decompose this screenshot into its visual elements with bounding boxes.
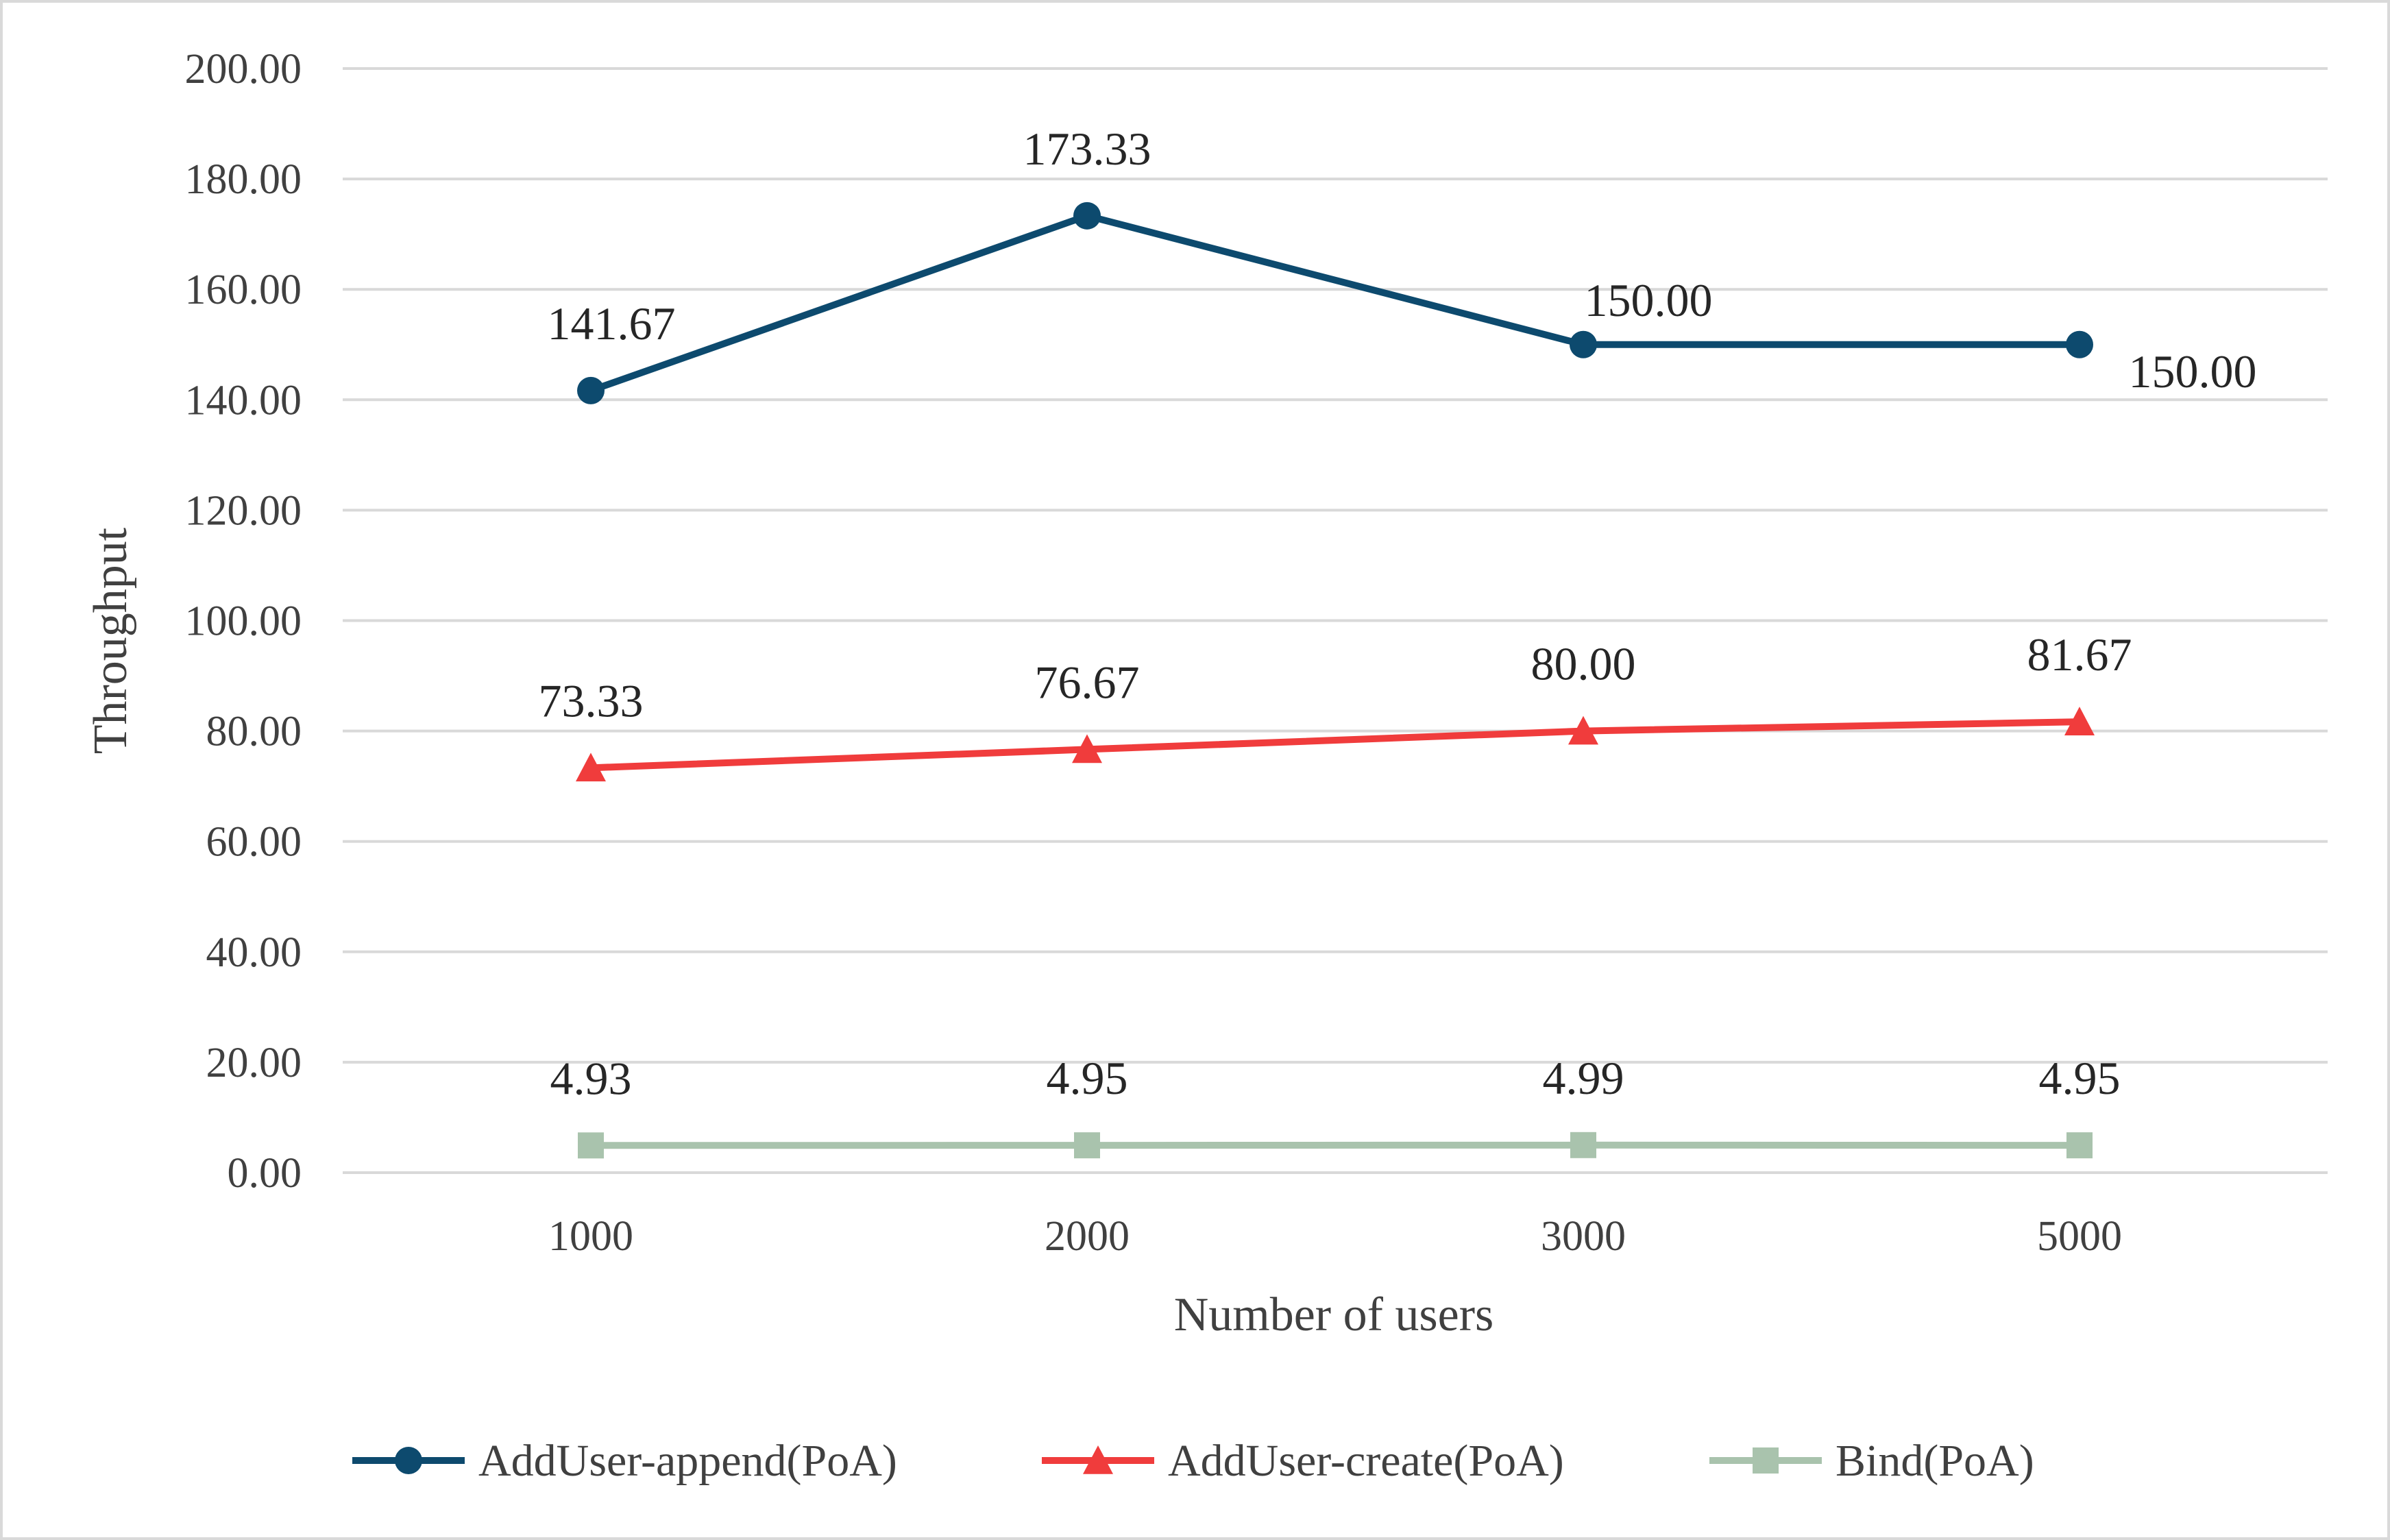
x-tick-label: 5000 bbox=[2037, 1213, 2122, 1260]
throughput-line-chart: 0.00 20.00 40.00 60.00 80.00 100.00 120.00 140.… bbox=[84, 46, 2328, 1486]
y-tick-label: 180.00 bbox=[185, 156, 302, 203]
data-point bbox=[1072, 734, 1102, 763]
y-tick-label: 0.00 bbox=[228, 1150, 302, 1197]
data-label: 173.33 bbox=[1023, 123, 1151, 175]
data-point bbox=[2064, 707, 2095, 735]
gridlines bbox=[343, 67, 2328, 1174]
legend: AddUser-append(PoA) AddUser-create(PoA) Bi… bbox=[352, 1436, 2034, 1486]
legend-label: AddUser-create(PoA) bbox=[1168, 1436, 1564, 1486]
series-3 bbox=[578, 1132, 2093, 1159]
legend-marker bbox=[1083, 1445, 1113, 1474]
data-point bbox=[2066, 330, 2093, 358]
data-label: 141.67 bbox=[548, 297, 676, 350]
data-label: 150.00 bbox=[1585, 274, 1713, 326]
series-2 bbox=[576, 707, 2095, 782]
data-point bbox=[1570, 1132, 1596, 1158]
legend-marker bbox=[1753, 1447, 1779, 1474]
y-tick-label: 80.00 bbox=[206, 709, 302, 755]
legend-label: AddUser-append(PoA) bbox=[478, 1436, 897, 1486]
y-tick-label: 100.00 bbox=[185, 598, 302, 645]
legend-item-2: AddUser-create(PoA) bbox=[1042, 1436, 1564, 1486]
y-tick-label: 140.00 bbox=[185, 377, 302, 424]
series-line bbox=[590, 718, 2080, 772]
data-point bbox=[1074, 1132, 1100, 1159]
y-axis-title: Throughput bbox=[84, 527, 137, 754]
y-tick-label: 20.00 bbox=[206, 1040, 302, 1086]
data-label: 76.67 bbox=[1035, 656, 1140, 708]
data-label: 4.99 bbox=[1543, 1052, 1624, 1104]
legend-item-1: AddUser-append(PoA) bbox=[352, 1436, 897, 1486]
data-point bbox=[1073, 201, 1101, 230]
y-tick-label: 120.00 bbox=[185, 487, 302, 534]
data-point bbox=[576, 753, 606, 782]
y-axis-ticks: 0.00 20.00 40.00 60.00 80.00 100.00 120.00 140.… bbox=[185, 46, 302, 1197]
legend-item-3: Bind(PoA) bbox=[1709, 1436, 2034, 1486]
data-label: 4.93 bbox=[550, 1052, 632, 1104]
data-point bbox=[1568, 716, 1598, 745]
x-tick-label: 1000 bbox=[548, 1213, 633, 1260]
x-tick-label: 2000 bbox=[1045, 1213, 1130, 1260]
data-labels: 141.67 173.33 150.00 150.00 73.33 76.67 80.00 8… bbox=[539, 123, 2257, 1104]
x-tick-label: 3000 bbox=[1541, 1213, 1626, 1260]
data-point bbox=[1570, 330, 1597, 358]
series bbox=[576, 201, 2095, 1159]
data-point bbox=[578, 1132, 604, 1159]
y-tick-label: 60.00 bbox=[206, 819, 302, 866]
y-tick-label: 40.00 bbox=[206, 929, 302, 976]
legend-label: Bind(PoA) bbox=[1836, 1436, 2034, 1486]
data-label: 150.00 bbox=[2129, 345, 2257, 398]
data-point bbox=[577, 376, 605, 404]
data-point bbox=[2066, 1132, 2093, 1159]
data-label: 4.95 bbox=[1047, 1052, 1128, 1104]
data-label: 81.67 bbox=[2027, 628, 2132, 681]
series-line bbox=[589, 212, 2080, 394]
data-label: 4.95 bbox=[2039, 1052, 2121, 1104]
series-1 bbox=[577, 201, 2093, 404]
legend-marker bbox=[395, 1447, 422, 1474]
x-axis-title: Number of users bbox=[1174, 1288, 1494, 1341]
y-tick-label: 200.00 bbox=[185, 46, 302, 93]
x-axis-ticks: 1000 2000 3000 5000 bbox=[548, 1213, 2122, 1260]
y-tick-label: 160.00 bbox=[185, 267, 302, 313]
data-label: 73.33 bbox=[539, 674, 644, 726]
data-label: 80.00 bbox=[1531, 638, 1636, 690]
